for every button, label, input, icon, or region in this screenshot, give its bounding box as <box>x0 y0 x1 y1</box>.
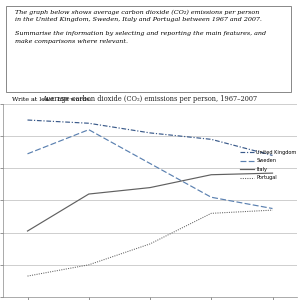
Italy <box>26 229 29 233</box>
Italy <box>209 173 213 176</box>
Text: Write at least 150 words.: Write at least 150 words. <box>12 97 92 102</box>
United Kingdom <box>148 131 152 135</box>
Italy <box>87 192 91 196</box>
Line: Italy: Italy <box>28 173 272 231</box>
Sweden <box>209 196 213 199</box>
Portugal <box>26 274 29 278</box>
Text: The graph below shows average carbon dioxide (CO₂) emissions per person
in the U: The graph below shows average carbon dio… <box>15 10 266 44</box>
Line: Portugal: Portugal <box>28 210 272 276</box>
Sweden <box>87 128 91 131</box>
United Kingdom <box>271 154 274 157</box>
Italy <box>271 171 274 175</box>
Italy <box>148 186 152 189</box>
United Kingdom <box>26 118 29 122</box>
Legend: United Kingdom, Sweden, Italy, Portugal: United Kingdom, Sweden, Italy, Portugal <box>239 149 297 182</box>
Sweden <box>26 152 29 156</box>
United Kingdom <box>87 122 91 125</box>
Line: United Kingdom: United Kingdom <box>28 120 272 155</box>
Portugal <box>87 263 91 267</box>
Portugal <box>209 212 213 215</box>
FancyBboxPatch shape <box>6 6 291 92</box>
Line: Sweden: Sweden <box>28 130 272 208</box>
Portugal <box>148 242 152 246</box>
Portugal <box>271 208 274 212</box>
Sweden <box>271 207 274 210</box>
United Kingdom <box>209 137 213 141</box>
Title: Average carbon dioxide (CO₂) emissions per person, 1967–2007: Average carbon dioxide (CO₂) emissions p… <box>42 95 258 103</box>
Sweden <box>148 162 152 165</box>
